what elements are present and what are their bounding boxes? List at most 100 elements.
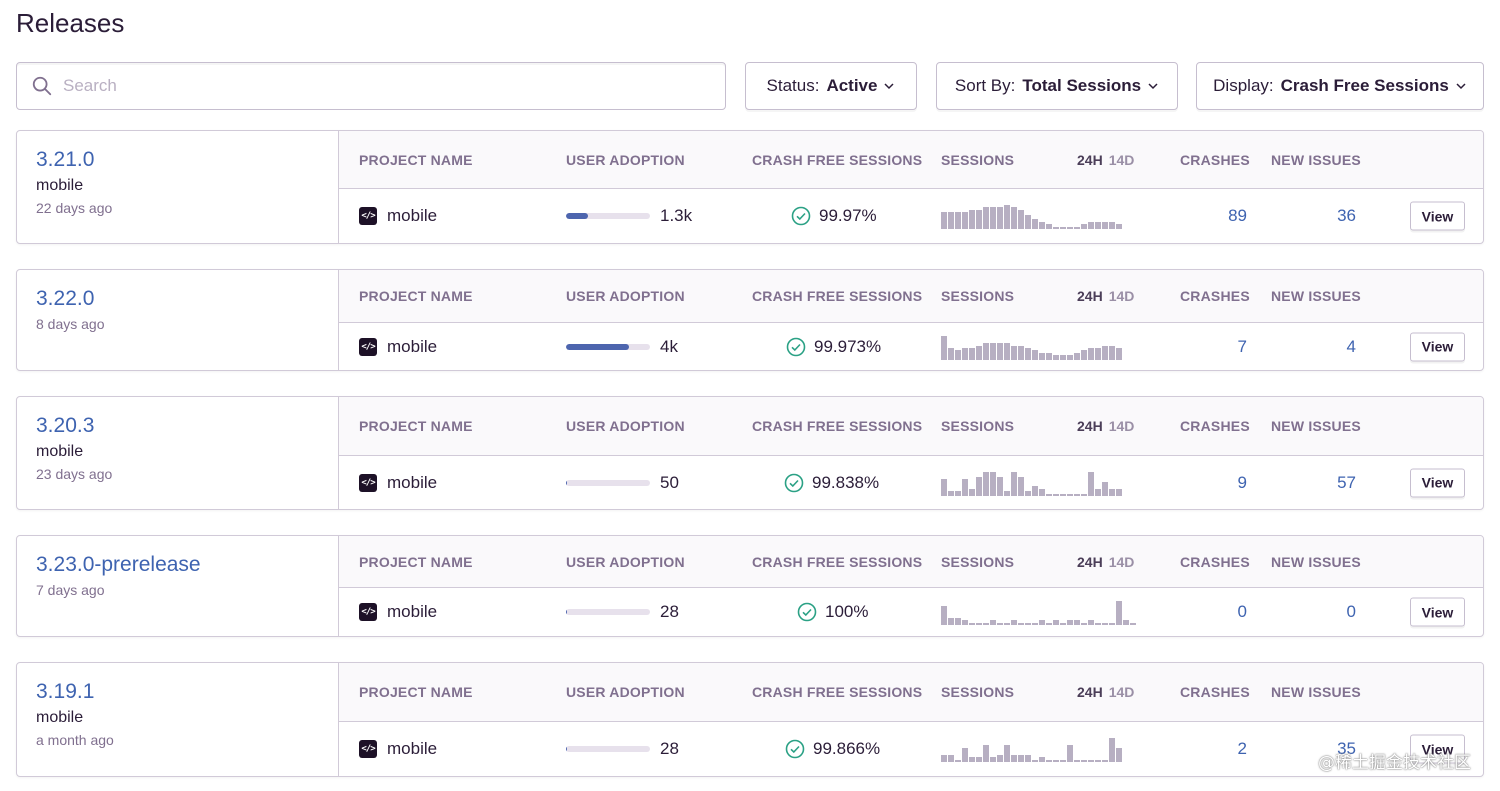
release-version-link[interactable]: 3.20.3 <box>36 414 95 437</box>
col-project-name: PROJECT NAME <box>359 684 473 700</box>
release-version-link[interactable]: 3.22.0 <box>36 287 95 310</box>
period-14d[interactable]: 14D <box>1108 151 1135 168</box>
col-new-issues: NEW ISSUES <box>1271 151 1361 168</box>
crashes-link[interactable]: 2 <box>1237 739 1247 758</box>
sparkline-bar <box>1018 210 1024 229</box>
table-row: </> mobile 50 99.838% 9 57 View <box>339 456 1483 509</box>
sparkline-bar <box>969 623 975 625</box>
period-14d[interactable]: 14D <box>1108 553 1135 570</box>
sparkline-bar <box>1046 493 1052 496</box>
sparkline-bar <box>955 760 961 762</box>
new-issues-link[interactable]: 4 <box>1346 336 1356 356</box>
sparkline-bar <box>1039 757 1045 762</box>
view-button[interactable]: View <box>1410 734 1465 764</box>
sparkline-bar <box>955 618 961 625</box>
table-row: </> mobile 4k 99.973% 7 4 View <box>339 323 1483 370</box>
sessions-sparkline <box>941 334 1141 360</box>
view-button[interactable]: View <box>1410 597 1465 627</box>
new-issues-link[interactable]: 57 <box>1337 472 1356 492</box>
release-version-link[interactable]: 3.21.0 <box>36 148 95 171</box>
crash-free-value: 99.973% <box>814 336 882 356</box>
sparkline-bar <box>1095 488 1101 496</box>
col-sessions: SESSIONS <box>941 553 1015 570</box>
project-cell: </> mobile <box>359 739 437 759</box>
sparkline-bar <box>1116 748 1122 762</box>
sparkline-bar <box>1102 760 1108 762</box>
period-14d[interactable]: 14D <box>1108 684 1135 700</box>
release-card: 3.23.0-prerelease 7 days ago PROJECT NAM… <box>16 535 1484 637</box>
search-input[interactable] <box>63 76 683 96</box>
sparkline-bar <box>997 207 1003 229</box>
sparkline-bar <box>1025 215 1031 229</box>
project-name: mobile <box>387 336 438 356</box>
sparkline-bar <box>1095 347 1101 360</box>
sparkline-bar <box>1067 620 1073 625</box>
sparkline-bar <box>1088 760 1094 762</box>
status-filter-dropdown[interactable]: Status: Active <box>745 62 917 110</box>
adoption-cell: 28 <box>566 602 679 622</box>
sparkline-bar <box>1081 760 1087 762</box>
sparkline-bar <box>976 476 982 496</box>
table-row: </> mobile 28 99.866% 2 35 View <box>339 722 1483 776</box>
crashes-link[interactable]: 9 <box>1237 472 1247 492</box>
crash-free-value: 100% <box>825 602 869 621</box>
sparkline-bar <box>1011 345 1017 360</box>
status-filter-value: Active <box>826 76 878 95</box>
period-14d[interactable]: 14D <box>1108 288 1135 304</box>
sparkline-bar <box>1074 620 1080 625</box>
adoption-value: 28 <box>660 739 679 758</box>
crashes-link[interactable]: 0 <box>1237 602 1247 621</box>
new-issues-link[interactable]: 0 <box>1346 602 1356 621</box>
code-platform-icon: </> <box>359 337 377 356</box>
col-crash-free-sessions: CRASH FREE SESSIONS <box>752 288 923 304</box>
sparkline-bar <box>1081 623 1087 625</box>
release-table-header: PROJECT NAME USER ADOPTION CRASH FREE SE… <box>339 270 1483 323</box>
col-sessions: SESSIONS <box>941 418 1015 434</box>
sparkline-bar <box>1018 755 1024 762</box>
sparkline-bar <box>1109 222 1115 229</box>
view-button[interactable]: View <box>1410 201 1465 231</box>
col-sessions: SESSIONS <box>941 288 1015 304</box>
period-toggle: 24H 14D <box>1077 684 1134 700</box>
col-crashes: CRASHES <box>1180 151 1250 168</box>
sessions-sparkline <box>941 470 1141 496</box>
sparkline-bar <box>1039 222 1045 229</box>
col-crashes: CRASHES <box>1180 418 1250 434</box>
period-24h[interactable]: 24H <box>1077 418 1103 434</box>
sparkline-bar <box>983 342 989 360</box>
sparkline-bar <box>976 757 982 762</box>
view-button[interactable]: View <box>1410 468 1465 497</box>
new-issues-link[interactable]: 35 <box>1337 739 1356 758</box>
period-24h[interactable]: 24H <box>1077 288 1103 304</box>
release-table-header: PROJECT NAME USER ADOPTION CRASH FREE SE… <box>339 536 1483 588</box>
sparkline-bar <box>1039 620 1045 625</box>
crash-free-value: 99.866% <box>813 739 881 758</box>
sparkline-bar <box>1032 485 1038 496</box>
sparkline-bar <box>1053 227 1059 229</box>
table-row: </> mobile 1.3k 99.97% 89 36 View <box>339 189 1483 243</box>
sort-dropdown[interactable]: Sort By: Total Sessions <box>936 62 1178 110</box>
sparkline-bar <box>1088 471 1094 496</box>
sparkline-bar <box>1074 760 1080 762</box>
release-version-link[interactable]: 3.23.0-prerelease <box>36 553 201 576</box>
search-bar[interactable] <box>16 62 726 110</box>
adoption-value: 1.3k <box>660 206 693 225</box>
period-14d[interactable]: 14D <box>1108 418 1135 434</box>
release-version-link[interactable]: 3.19.1 <box>36 680 95 703</box>
sparkline-bar <box>990 620 996 625</box>
adoption-bar <box>566 479 650 486</box>
new-issues-link[interactable]: 36 <box>1337 206 1356 225</box>
sparkline-bar <box>1060 760 1066 762</box>
period-24h[interactable]: 24H <box>1077 684 1103 700</box>
sparkline-bar <box>962 478 968 496</box>
period-24h[interactable]: 24H <box>1077 553 1103 570</box>
sparkline-bar <box>976 210 982 229</box>
crash-free-cell: 99.838% <box>784 473 879 493</box>
sparkline-bar <box>1102 222 1108 229</box>
view-button[interactable]: View <box>1410 332 1465 361</box>
display-dropdown[interactable]: Display: Crash Free Sessions <box>1196 62 1484 110</box>
crashes-link[interactable]: 89 <box>1228 206 1247 225</box>
sparkline-bar <box>1102 481 1108 496</box>
crashes-link[interactable]: 7 <box>1237 336 1247 356</box>
period-24h[interactable]: 24H <box>1077 151 1103 168</box>
